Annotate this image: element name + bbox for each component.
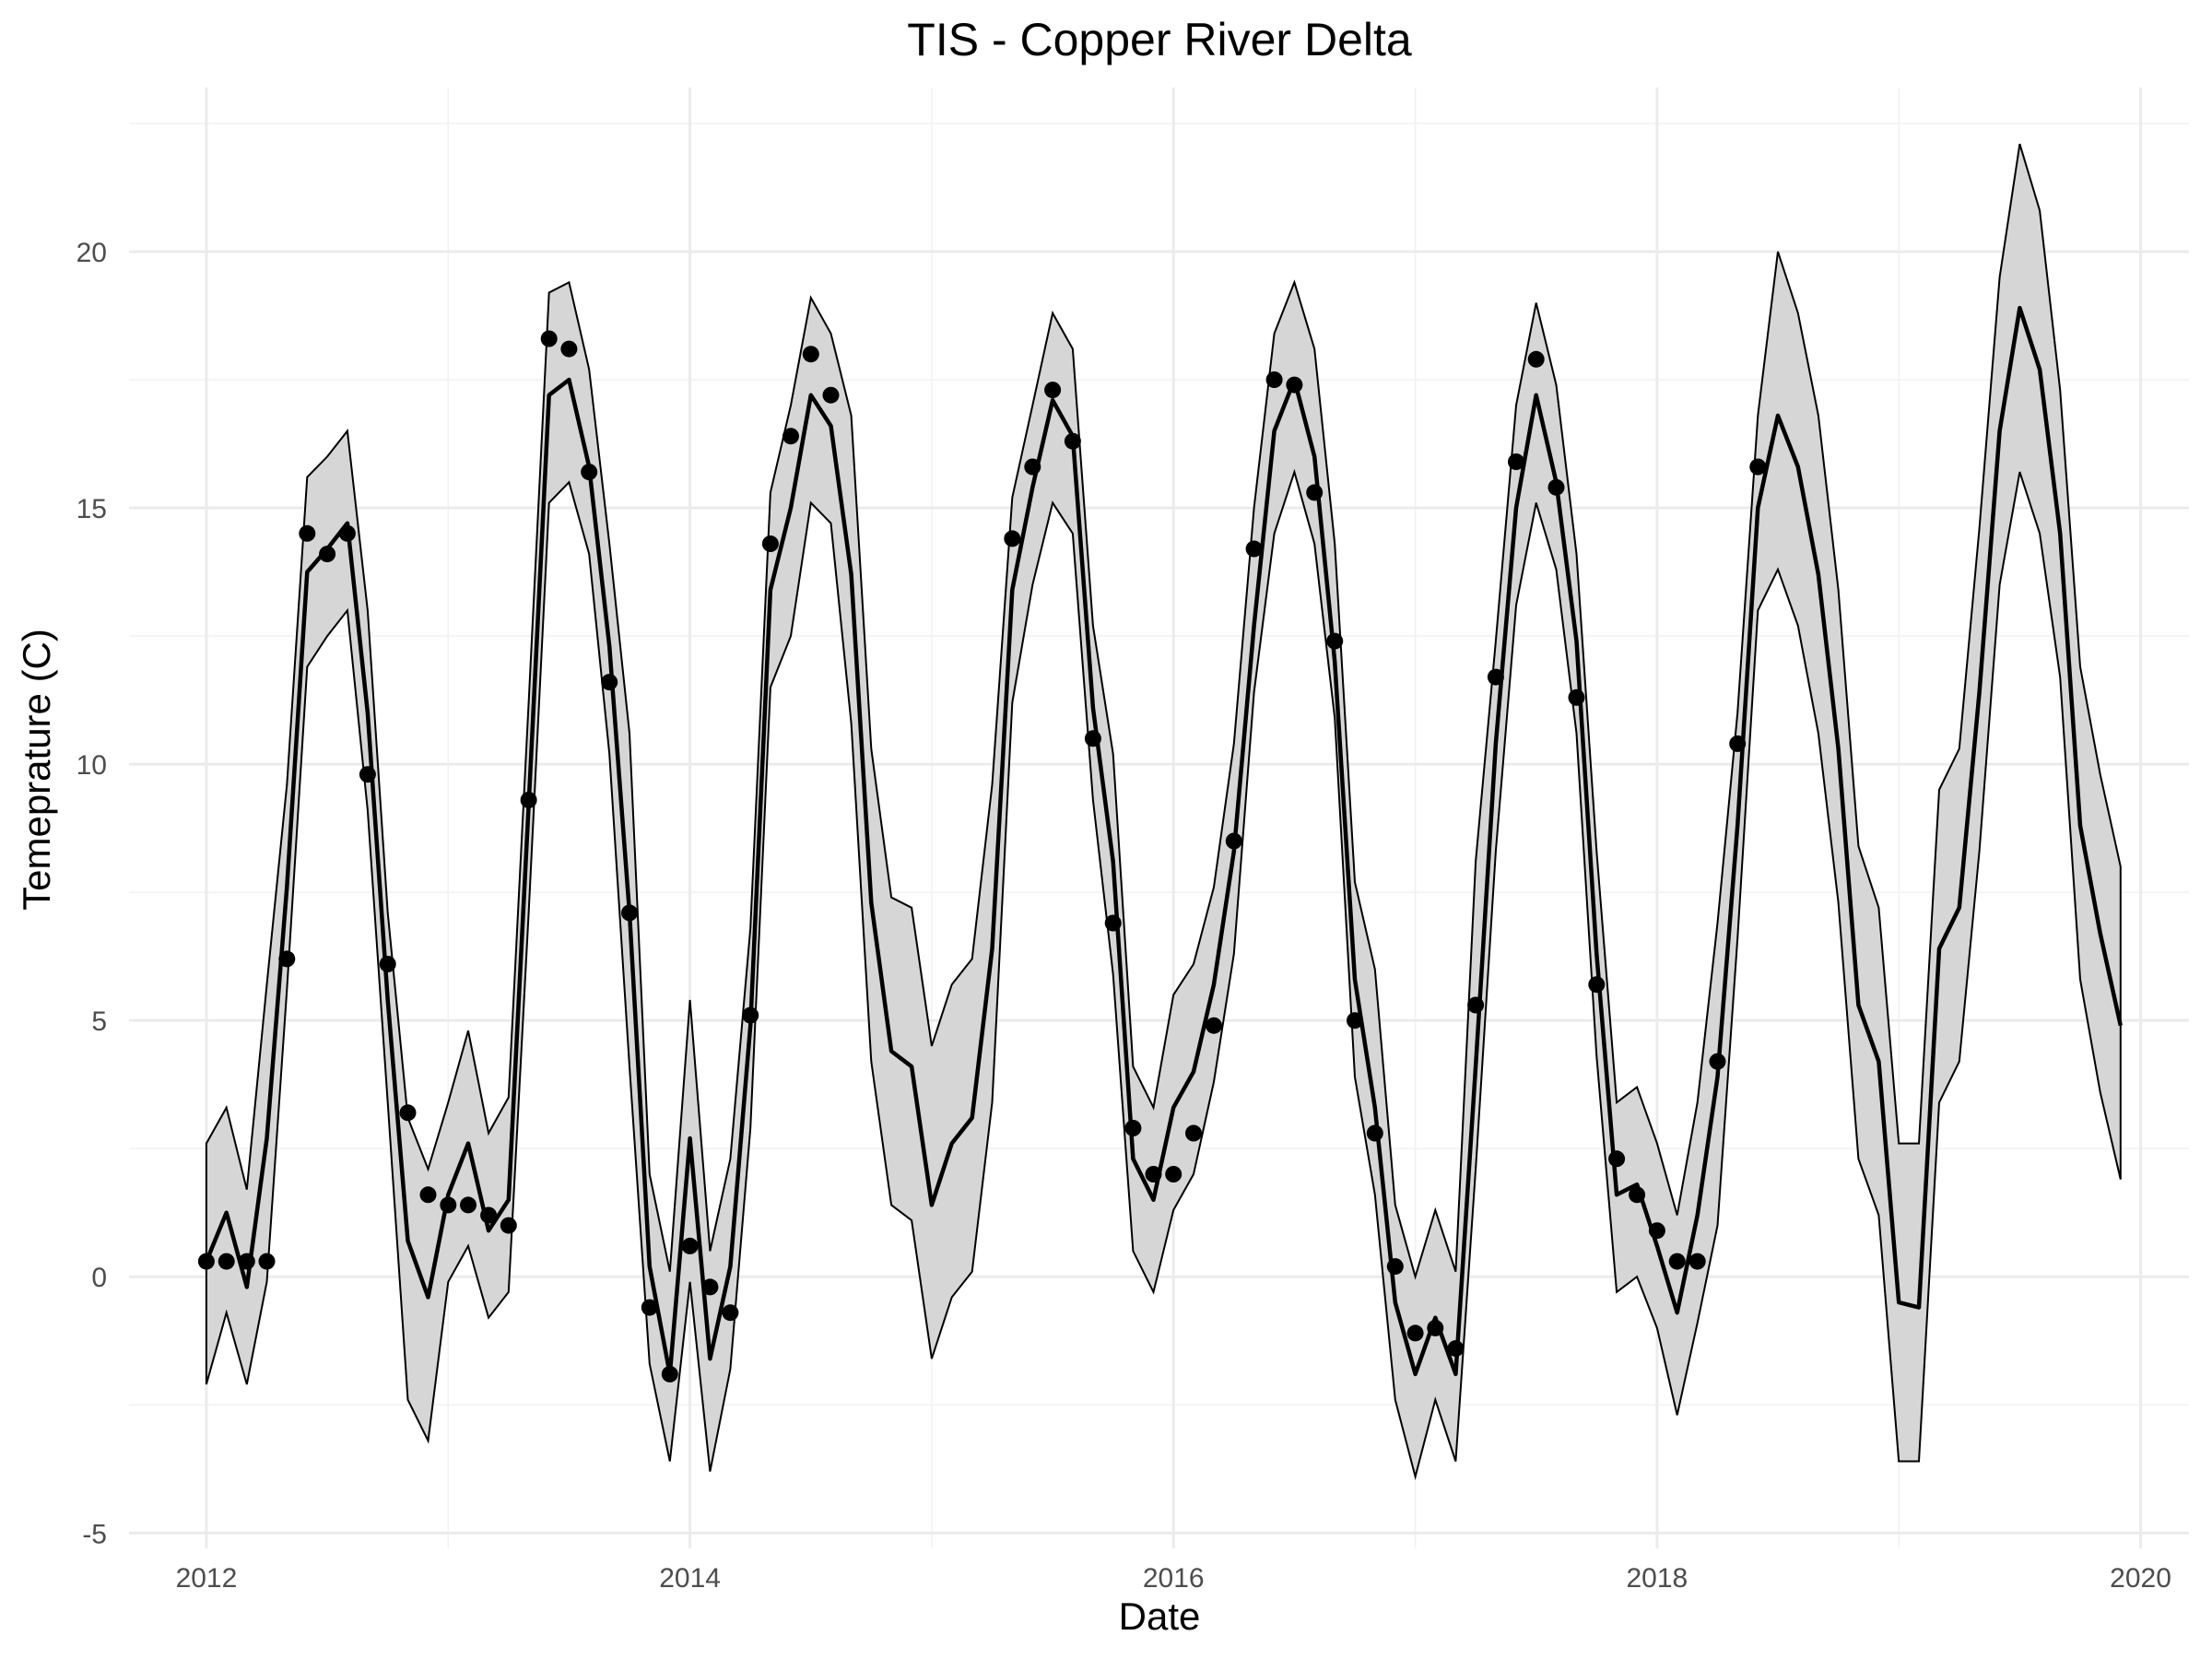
- fitted-line: [204, 305, 2123, 1377]
- observation-point: [1588, 976, 1606, 994]
- observations: [197, 330, 1767, 1382]
- y-axis-ticks: -5 0 5 10 15 20: [76, 238, 107, 1549]
- observation-point: [520, 792, 537, 808]
- observation-point: [440, 1196, 457, 1214]
- observation-point: [379, 956, 396, 972]
- observation-point: [761, 535, 779, 552]
- observation-point: [1024, 458, 1041, 476]
- confidence-band: [205, 143, 2122, 1481]
- observation-point: [1427, 1319, 1444, 1336]
- observation-point: [1124, 1120, 1142, 1136]
- observation-point: [1688, 1253, 1706, 1270]
- observation-point: [560, 340, 578, 358]
- observation-point: [681, 1237, 699, 1254]
- observation-point: [1508, 453, 1524, 470]
- observation-point: [419, 1186, 437, 1204]
- confidence-band-area: [205, 143, 2122, 1481]
- observation-point: [338, 524, 356, 542]
- observation-point: [1185, 1124, 1202, 1142]
- x-tick-label: 2020: [2110, 1563, 2171, 1594]
- observation-point: [359, 766, 376, 783]
- observation-point: [1447, 1340, 1465, 1358]
- observation-point: [1004, 530, 1021, 547]
- fitted-mean-line: [204, 305, 2123, 1377]
- observation-point: [1165, 1166, 1182, 1182]
- observation-point: [1306, 484, 1324, 501]
- observation-point: [399, 1104, 417, 1122]
- y-tick-label: 5: [91, 1006, 107, 1037]
- observation-point: [1245, 540, 1263, 558]
- observation-point: [1286, 376, 1303, 394]
- observation-point: [238, 1253, 255, 1270]
- observation-point: [278, 950, 296, 968]
- observation-point: [782, 428, 799, 445]
- observation-point: [802, 346, 819, 363]
- observation-point: [1527, 350, 1545, 368]
- observation-point: [500, 1217, 517, 1234]
- observation-point: [601, 674, 618, 691]
- y-tick-label: -5: [82, 1519, 107, 1549]
- observation-point: [1749, 458, 1767, 476]
- observation-point: [1386, 1258, 1404, 1276]
- x-tick-label: 2014: [659, 1563, 721, 1594]
- y-tick-label: 15: [76, 494, 107, 524]
- observation-point: [701, 1278, 719, 1296]
- observation-point: [1145, 1166, 1162, 1182]
- observation-point: [197, 1253, 215, 1270]
- observation-point: [1709, 1053, 1726, 1070]
- x-tick-label: 2016: [1143, 1563, 1205, 1594]
- observation-point: [1608, 1150, 1626, 1168]
- x-axis-ticks: 2012 2014 2016 2018 2020: [176, 1563, 2171, 1594]
- observation-point: [1629, 1186, 1646, 1204]
- observation-point: [258, 1253, 276, 1270]
- chart-title: TIS - Copper River Delta: [907, 14, 1412, 65]
- observation-point: [621, 904, 638, 922]
- observation-point: [722, 1304, 739, 1322]
- observation-point: [540, 330, 558, 347]
- observation-point: [218, 1253, 235, 1270]
- observation-point: [1467, 996, 1485, 1014]
- observation-point: [1547, 478, 1565, 496]
- observation-point: [581, 464, 598, 481]
- observation-point: [1487, 668, 1504, 686]
- observation-point: [742, 1006, 759, 1024]
- observation-point: [1104, 914, 1122, 932]
- y-tick-label: 10: [76, 750, 107, 781]
- observation-point: [1326, 632, 1344, 650]
- observation-point: [1265, 371, 1283, 388]
- observation-point: [1044, 382, 1062, 399]
- observation-point: [1406, 1324, 1424, 1342]
- observation-point: [319, 546, 336, 563]
- observation-point: [822, 386, 840, 404]
- x-axis-label: Date: [1119, 1594, 1201, 1638]
- x-tick-label: 2018: [1627, 1563, 1688, 1594]
- y-tick-label: 0: [91, 1263, 107, 1293]
- y-tick-label: 20: [76, 238, 107, 268]
- observation-point: [460, 1196, 477, 1214]
- y-axis-label: Temeprature (C): [15, 629, 58, 911]
- observation-point: [641, 1299, 658, 1316]
- observation-point: [1347, 1012, 1363, 1030]
- x-tick-label: 2012: [176, 1563, 238, 1594]
- observation-point: [1568, 688, 1585, 706]
- observation-point: [1729, 735, 1747, 752]
- observation-point: [1225, 832, 1242, 850]
- observation-point: [299, 524, 316, 542]
- observation-point: [1366, 1124, 1383, 1142]
- observation-point: [480, 1206, 498, 1224]
- observation-point: [1064, 432, 1081, 450]
- observation-point: [661, 1365, 678, 1382]
- observation-point: [1206, 1017, 1222, 1034]
- observation-point: [1648, 1222, 1665, 1240]
- observation-point: [1084, 730, 1101, 747]
- observation-point: [1668, 1253, 1686, 1270]
